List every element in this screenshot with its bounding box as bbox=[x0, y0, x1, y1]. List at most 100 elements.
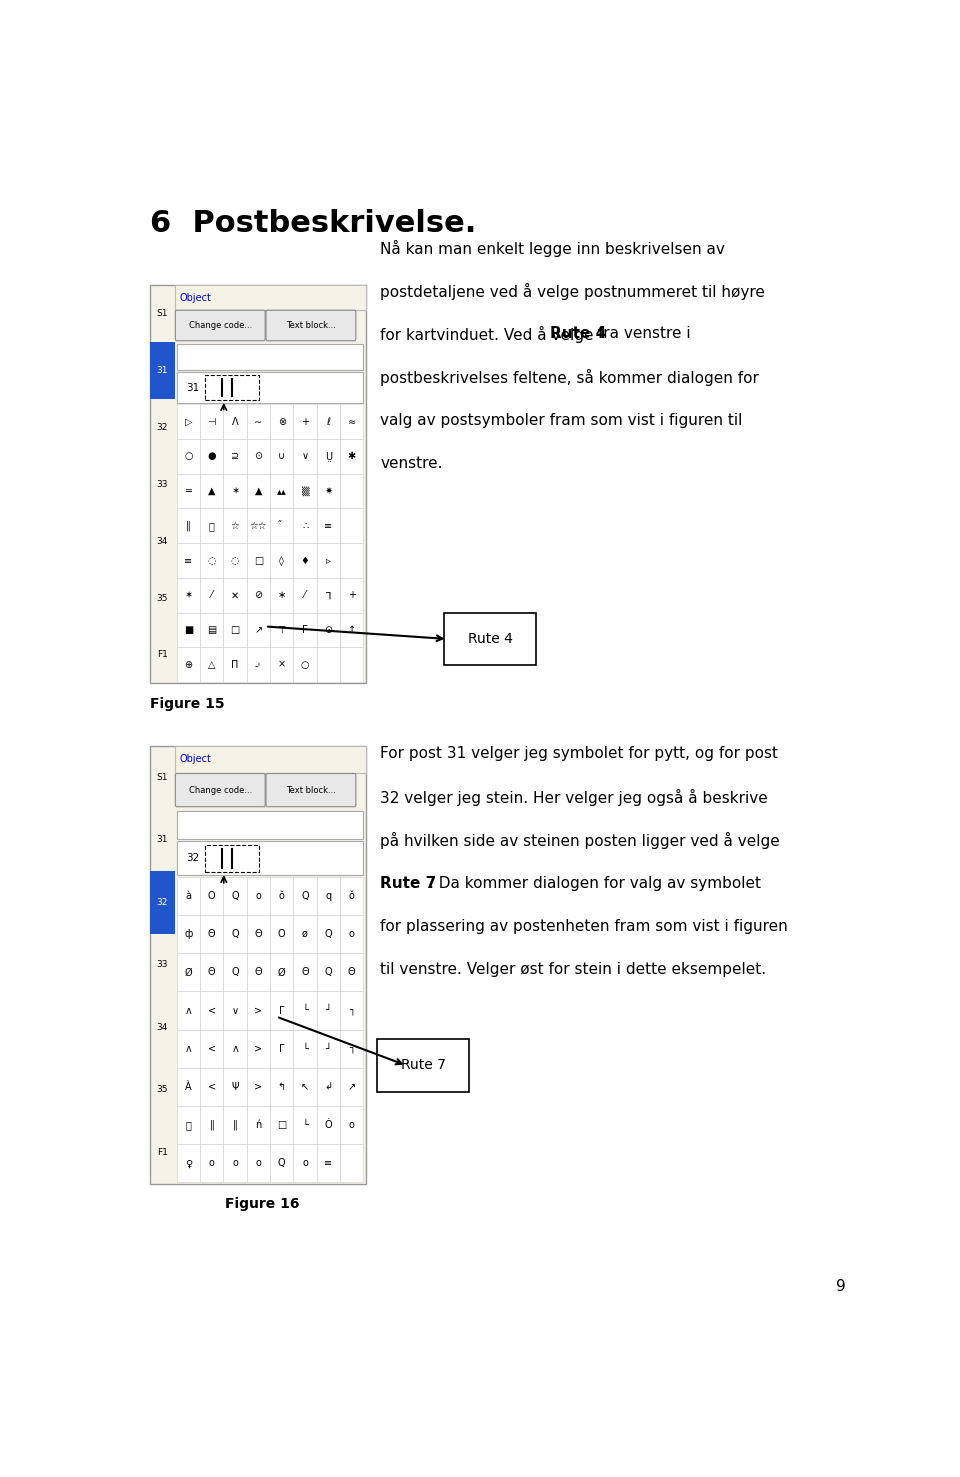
Text: Q: Q bbox=[231, 967, 239, 978]
Text: ∪: ∪ bbox=[278, 452, 285, 461]
Text: +: + bbox=[348, 591, 355, 600]
Text: 〈: 〈 bbox=[185, 1120, 191, 1130]
Text: 32 velger jeg stein. Her velger jeg også å beskrive: 32 velger jeg stein. Her velger jeg også… bbox=[380, 789, 768, 806]
Text: 34: 34 bbox=[156, 1024, 168, 1032]
FancyBboxPatch shape bbox=[247, 991, 270, 1029]
FancyBboxPatch shape bbox=[200, 953, 224, 991]
FancyBboxPatch shape bbox=[200, 1068, 224, 1106]
Text: ŏ: ŏ bbox=[348, 891, 354, 901]
FancyBboxPatch shape bbox=[177, 916, 200, 953]
Text: ▒: ▒ bbox=[301, 486, 309, 496]
FancyBboxPatch shape bbox=[224, 405, 247, 439]
Text: ═: ═ bbox=[185, 486, 191, 496]
FancyBboxPatch shape bbox=[200, 1106, 224, 1145]
FancyBboxPatch shape bbox=[150, 285, 366, 684]
Text: ▴▴: ▴▴ bbox=[276, 486, 287, 496]
FancyBboxPatch shape bbox=[294, 613, 317, 647]
FancyBboxPatch shape bbox=[247, 1145, 270, 1183]
FancyBboxPatch shape bbox=[294, 953, 317, 991]
Text: for kartvinduet. Ved å velge: for kartvinduet. Ved å velge bbox=[380, 326, 599, 343]
Text: Change code...: Change code... bbox=[188, 786, 252, 795]
Text: ø: ø bbox=[302, 929, 308, 939]
FancyBboxPatch shape bbox=[270, 1068, 294, 1106]
FancyBboxPatch shape bbox=[317, 439, 340, 474]
FancyBboxPatch shape bbox=[224, 877, 247, 916]
Text: ʌ: ʌ bbox=[185, 1006, 191, 1016]
FancyBboxPatch shape bbox=[294, 1106, 317, 1145]
Text: Q: Q bbox=[231, 929, 239, 939]
FancyBboxPatch shape bbox=[177, 953, 200, 991]
FancyBboxPatch shape bbox=[177, 372, 363, 403]
Text: ↰: ↰ bbox=[277, 1083, 286, 1092]
FancyBboxPatch shape bbox=[294, 578, 317, 613]
FancyBboxPatch shape bbox=[177, 578, 200, 613]
FancyBboxPatch shape bbox=[200, 1029, 224, 1068]
Text: ń: ń bbox=[255, 1120, 261, 1130]
FancyBboxPatch shape bbox=[270, 1106, 294, 1145]
FancyBboxPatch shape bbox=[340, 508, 363, 544]
Text: fra venstre i: fra venstre i bbox=[593, 326, 691, 341]
Text: på hvilken side av steinen posten ligger ved å velge: på hvilken side av steinen posten ligger… bbox=[380, 833, 780, 849]
FancyBboxPatch shape bbox=[177, 344, 363, 371]
Text: ×: × bbox=[277, 660, 286, 669]
Text: Q: Q bbox=[231, 891, 239, 901]
FancyBboxPatch shape bbox=[177, 842, 363, 876]
FancyBboxPatch shape bbox=[150, 343, 175, 399]
Text: ▲: ▲ bbox=[208, 486, 216, 496]
FancyBboxPatch shape bbox=[340, 1029, 363, 1068]
Text: Q: Q bbox=[324, 967, 332, 978]
FancyBboxPatch shape bbox=[270, 439, 294, 474]
FancyBboxPatch shape bbox=[340, 474, 363, 508]
FancyBboxPatch shape bbox=[247, 613, 270, 647]
FancyBboxPatch shape bbox=[270, 916, 294, 953]
Text: ✶: ✶ bbox=[231, 486, 239, 496]
FancyBboxPatch shape bbox=[224, 1106, 247, 1145]
Text: □: □ bbox=[253, 555, 263, 566]
Text: Γ: Γ bbox=[279, 1044, 284, 1053]
FancyBboxPatch shape bbox=[200, 916, 224, 953]
Text: 9: 9 bbox=[835, 1279, 846, 1294]
Text: 34: 34 bbox=[156, 536, 168, 545]
Text: ʌ: ʌ bbox=[232, 1044, 238, 1053]
Text: F1: F1 bbox=[156, 1148, 168, 1156]
FancyBboxPatch shape bbox=[377, 1040, 468, 1092]
FancyBboxPatch shape bbox=[317, 1106, 340, 1145]
Text: Ψ: Ψ bbox=[231, 1083, 239, 1092]
Text: ∨: ∨ bbox=[301, 452, 308, 461]
FancyBboxPatch shape bbox=[270, 578, 294, 613]
Text: 32: 32 bbox=[185, 854, 199, 864]
Text: Ṳ: Ṳ bbox=[324, 452, 332, 461]
Text: Text block...: Text block... bbox=[286, 321, 336, 329]
Text: à: à bbox=[185, 891, 191, 901]
Text: ∴: ∴ bbox=[301, 521, 308, 530]
FancyBboxPatch shape bbox=[224, 578, 247, 613]
Text: ⊗: ⊗ bbox=[277, 417, 286, 427]
FancyBboxPatch shape bbox=[294, 1068, 317, 1106]
Text: 32: 32 bbox=[156, 898, 168, 907]
FancyBboxPatch shape bbox=[317, 578, 340, 613]
Text: 32: 32 bbox=[156, 422, 168, 431]
FancyBboxPatch shape bbox=[177, 647, 200, 682]
FancyBboxPatch shape bbox=[224, 991, 247, 1029]
Text: Ø: Ø bbox=[277, 967, 285, 978]
Text: F1: F1 bbox=[156, 650, 168, 659]
Text: . Da kommer dialogen for valg av symbolet: . Da kommer dialogen for valg av symbole… bbox=[429, 876, 760, 891]
FancyBboxPatch shape bbox=[177, 1106, 200, 1145]
Text: ⁄: ⁄ bbox=[211, 591, 212, 600]
Text: <: < bbox=[207, 1044, 216, 1053]
FancyBboxPatch shape bbox=[177, 613, 200, 647]
Text: ●: ● bbox=[207, 452, 216, 461]
FancyBboxPatch shape bbox=[340, 877, 363, 916]
FancyBboxPatch shape bbox=[177, 1029, 200, 1068]
Text: Rute 4: Rute 4 bbox=[550, 326, 606, 341]
Text: □: □ bbox=[277, 1120, 286, 1130]
FancyBboxPatch shape bbox=[200, 578, 224, 613]
Text: ‖: ‖ bbox=[232, 1120, 237, 1130]
Text: postbeskrivelses feltene, så kommer dialogen for: postbeskrivelses feltene, så kommer dial… bbox=[380, 369, 759, 387]
Text: ф: ф bbox=[184, 929, 193, 939]
Text: Γ: Γ bbox=[279, 1006, 284, 1016]
Text: ◌: ◌ bbox=[207, 555, 216, 566]
Text: Ȯ: Ȯ bbox=[324, 1120, 332, 1130]
Text: 31: 31 bbox=[156, 835, 168, 845]
FancyBboxPatch shape bbox=[200, 544, 224, 578]
